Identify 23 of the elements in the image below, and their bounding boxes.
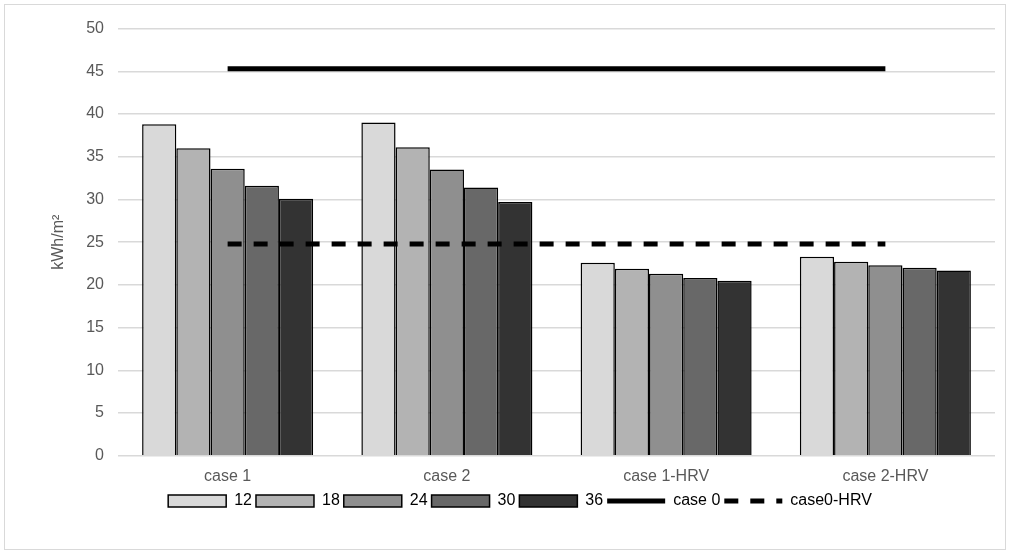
legend-label: 24 xyxy=(409,491,428,509)
y-axis-title: kWh/m² xyxy=(49,213,67,270)
y-tick-label: 45 xyxy=(86,61,105,79)
y-tick-label: 5 xyxy=(95,403,105,421)
y-tick-label: 50 xyxy=(86,19,105,37)
x-tick-label: case 1-HRV xyxy=(623,466,710,484)
legend-label: case0-HRV xyxy=(790,491,873,509)
legend-label: case 0 xyxy=(673,491,721,509)
y-tick-label: 10 xyxy=(86,360,105,378)
x-tick-label: case 2 xyxy=(423,466,471,484)
y-tick-label: 25 xyxy=(86,232,105,250)
x-tick-label: case 2-HRV xyxy=(842,466,929,484)
y-tick-label: 0 xyxy=(95,446,105,464)
y-tick-label: 40 xyxy=(86,104,105,122)
legend-label: 30 xyxy=(497,491,516,509)
y-tick-label: 15 xyxy=(86,318,105,336)
legend-label: 18 xyxy=(321,491,340,509)
legend-label: 36 xyxy=(585,491,604,509)
y-tick-label: 20 xyxy=(86,275,105,293)
y-tick-label: 30 xyxy=(86,189,105,207)
legend-label: 12 xyxy=(234,491,253,509)
x-tick-label: case 1 xyxy=(204,466,252,484)
y-tick-label: 35 xyxy=(86,147,105,165)
